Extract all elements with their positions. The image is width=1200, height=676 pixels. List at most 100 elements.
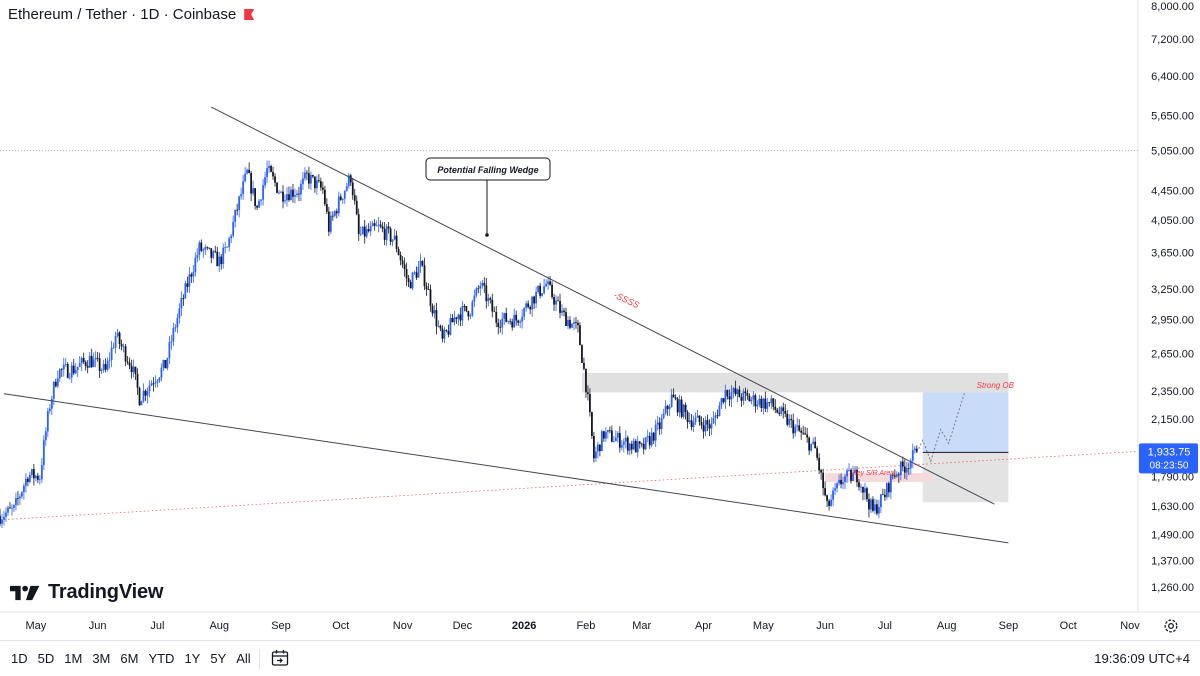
candle-body — [407, 278, 410, 283]
candle-body — [598, 444, 601, 452]
candle-body — [718, 405, 721, 417]
candle-body — [98, 358, 101, 371]
candle-body — [830, 499, 832, 506]
candle-body — [868, 499, 870, 510]
candle-body — [90, 355, 93, 367]
candle-body — [905, 468, 908, 473]
candle-body — [907, 468, 910, 469]
candle-body — [82, 357, 85, 362]
range-button-5d[interactable]: 5D — [37, 651, 55, 666]
candle-body — [555, 300, 557, 305]
candle-body — [660, 417, 663, 430]
candle-body — [848, 469, 850, 471]
candle-body — [652, 432, 655, 441]
upper-trendline — [211, 106, 995, 505]
candle-body — [596, 444, 599, 452]
candle-body — [774, 406, 777, 410]
candle-body — [770, 398, 773, 404]
candle-body — [329, 215, 332, 232]
candle-body — [648, 436, 651, 446]
candle-body — [686, 411, 689, 423]
symbol-header[interactable]: Ethereum / Tether · 1D · Coinbase — [8, 6, 255, 23]
candle-body — [64, 364, 67, 365]
price-tick-label: 5,050.00 — [1151, 146, 1194, 158]
candle-body — [473, 295, 476, 302]
range-button-5y[interactable]: 5Y — [210, 651, 227, 666]
strong-ob-label: Strong OB — [977, 381, 1015, 390]
candle-body — [782, 407, 785, 412]
candle-body — [397, 249, 400, 255]
candle-body — [475, 288, 478, 296]
candle-body — [308, 173, 310, 184]
candle-body — [379, 224, 382, 227]
candle-body — [248, 169, 251, 173]
candle-body — [529, 307, 532, 310]
time-tick-label: Dec — [453, 620, 473, 632]
tradingview-logo[interactable]: TradingView — [10, 581, 163, 604]
range-button-1y[interactable]: 1Y — [184, 651, 201, 666]
candle-body — [646, 436, 649, 438]
candle-body — [325, 204, 328, 212]
candle-body — [704, 420, 707, 432]
candle-body — [30, 469, 33, 476]
candle-body — [439, 325, 442, 329]
candle-body — [690, 420, 693, 427]
candle-body — [744, 391, 747, 394]
range-button-3m[interactable]: 3M — [92, 651, 111, 666]
candle-body — [204, 247, 207, 250]
candle-body — [266, 168, 268, 178]
candle-body — [585, 368, 587, 393]
range-button-ytd[interactable]: YTD — [148, 651, 175, 666]
time-tick-label: Feb — [576, 620, 595, 632]
candle-body — [636, 441, 639, 453]
candle-body — [401, 260, 404, 265]
candle-body — [842, 482, 844, 485]
time-tick-label: Jun — [816, 620, 834, 632]
candle-body — [168, 342, 171, 359]
candle-body — [383, 228, 386, 240]
calendar-goto-icon[interactable] — [270, 648, 290, 668]
candle-body — [726, 390, 729, 397]
candle-body — [571, 323, 573, 328]
candle-body — [874, 504, 876, 511]
candle-body — [337, 196, 340, 214]
candle-body — [282, 191, 284, 202]
candle-body — [150, 383, 153, 386]
candle-body — [593, 435, 595, 459]
candle-body — [573, 322, 575, 324]
candle-body — [642, 443, 645, 450]
utc-clock[interactable]: 19:36:09 UTC+4 — [1094, 651, 1190, 666]
price-tick-label: 2,150.00 — [1151, 414, 1194, 426]
date-range-buttons: 1D 5D 1M 3M 6M YTD 1Y 5Y All — [6, 649, 256, 668]
candle-body — [310, 175, 312, 184]
candle-body — [160, 367, 163, 378]
candle-body — [662, 413, 665, 418]
price-chart[interactable]: Potential Falling Wedge -SSSS Strong OB Key… — [0, 0, 1200, 640]
candle-body — [156, 380, 159, 383]
candle-body — [32, 469, 35, 479]
candle-body — [17, 498, 19, 499]
candle-body — [776, 409, 779, 413]
candle-body — [881, 494, 884, 496]
candle-body — [507, 320, 510, 322]
time-tick-label: Jul — [878, 620, 892, 632]
candle-body — [493, 311, 496, 313]
candle-body — [722, 398, 725, 403]
candle-body — [766, 402, 769, 409]
candle-body — [624, 437, 627, 442]
candle-body — [650, 432, 653, 446]
candle-body — [331, 215, 334, 217]
candle-body — [246, 169, 249, 174]
candle-body — [798, 425, 801, 431]
candle-body — [323, 189, 326, 205]
candle-body — [389, 228, 392, 242]
gear-icon[interactable] — [1162, 617, 1180, 635]
range-button-1m[interactable]: 1M — [64, 651, 83, 666]
candle-body — [626, 437, 629, 451]
range-button-all[interactable]: All — [236, 651, 251, 666]
candle-body — [306, 172, 308, 174]
candle-body — [278, 192, 280, 194]
range-button-6m[interactable]: 6M — [120, 651, 139, 666]
range-button-1d[interactable]: 1D — [11, 651, 28, 666]
candle-body — [292, 189, 294, 197]
